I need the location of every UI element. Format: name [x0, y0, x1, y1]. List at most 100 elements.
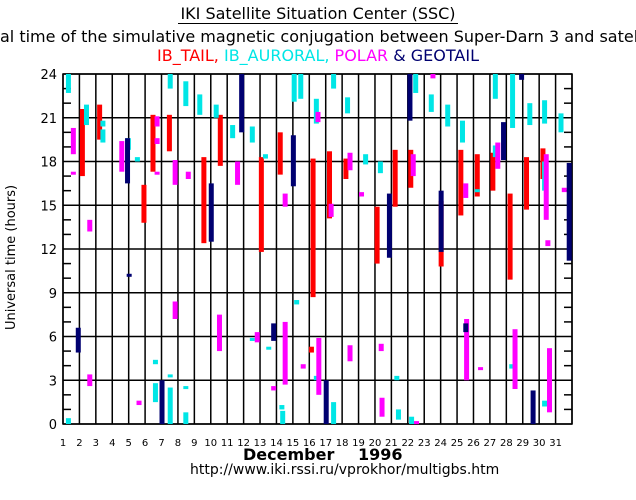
polar-interval — [414, 421, 420, 425]
ib-auroral-interval — [509, 364, 515, 369]
x-axis-year: 1996 — [358, 445, 403, 464]
polar-interval — [478, 367, 484, 371]
polar-interval — [561, 187, 567, 193]
polar-interval — [185, 171, 191, 179]
x-tick-label: 23 — [418, 438, 431, 449]
x-tick-label: 12 — [237, 438, 250, 449]
ib-auroral-interval — [394, 375, 400, 381]
ib-auroral-interval — [280, 410, 286, 424]
x-tick-label: 25 — [451, 438, 464, 449]
geotail-interval — [501, 122, 507, 161]
ib-auroral-interval — [413, 74, 419, 93]
polar-interval — [359, 192, 365, 197]
ib-auroral-interval — [100, 129, 106, 143]
geotail-interval — [519, 74, 525, 80]
polar-interval — [70, 171, 76, 175]
geotail-interval — [125, 138, 131, 184]
ib-auroral-interval — [313, 98, 319, 124]
geotail-interval — [290, 135, 296, 187]
polar-interval — [119, 141, 125, 172]
ib-auroral-interval — [152, 383, 158, 403]
x-tick-label: 8 — [175, 438, 181, 449]
ib-auroral-interval — [183, 386, 189, 390]
legend-ampersand: & — [388, 46, 411, 65]
polar-interval — [543, 154, 549, 220]
x-tick-label: 31 — [549, 438, 562, 449]
y-tick-label: 0 — [49, 418, 57, 433]
ib-auroral-interval — [83, 104, 89, 126]
ib-auroral-interval — [492, 74, 498, 99]
polar-interval — [328, 203, 334, 217]
polar-interval — [271, 386, 277, 391]
y-tick-label: 21 — [40, 112, 57, 127]
ib-auroral-interval — [213, 104, 219, 118]
ib-tail-interval — [458, 149, 464, 216]
x-tick-label: 2 — [76, 438, 82, 449]
y-tick-label: 3 — [49, 374, 57, 389]
x-tick-label: 18 — [336, 438, 349, 449]
polar-interval — [254, 332, 260, 343]
ib-auroral-interval — [395, 409, 401, 420]
ib-auroral-interval — [183, 412, 189, 424]
ib-auroral-interval — [249, 337, 255, 341]
ib-auroral-interval — [409, 416, 415, 424]
x-tick-label: 13 — [254, 438, 267, 449]
ib-auroral-interval — [331, 74, 337, 89]
polar-interval — [154, 116, 160, 127]
ib-auroral-interval — [510, 74, 516, 128]
x-tick-label: 9 — [191, 438, 197, 449]
polar-interval — [154, 171, 160, 175]
x-tick-label: 29 — [516, 438, 529, 449]
chart-legend: IB_TAIL, IB_AURORAL, POLAR & GEOTAIL — [0, 46, 636, 65]
x-tick-label: 30 — [533, 438, 546, 449]
ib-auroral-interval — [197, 94, 203, 115]
ib-auroral-interval — [428, 94, 434, 112]
x-tick-label: 11 — [221, 438, 234, 449]
x-tick-label: 21 — [385, 438, 398, 449]
ib-tail-interval — [150, 114, 156, 172]
y-tick-label: 12 — [40, 243, 57, 258]
x-tick-label: 7 — [158, 438, 164, 449]
ib-auroral-interval — [167, 74, 173, 89]
ib-auroral-interval — [459, 120, 465, 143]
polar-interval — [463, 183, 469, 198]
geotail-interval — [438, 190, 444, 252]
ib-auroral-interval — [167, 387, 173, 424]
x-tick-label: 28 — [500, 438, 513, 449]
geotail-interval — [271, 323, 277, 341]
y-tick-label: 9 — [49, 287, 57, 302]
ib-tail-interval — [507, 193, 513, 280]
ib-auroral-interval — [527, 103, 533, 126]
ib-auroral-interval — [249, 126, 255, 143]
polar-interval — [547, 348, 553, 413]
x-tick-label: 17 — [319, 438, 332, 449]
y-tick-label: 18 — [40, 156, 57, 171]
ib-tail-interval — [343, 158, 349, 179]
chart-title: IKI Satellite Situation Center (SSC) — [178, 4, 458, 24]
ib-tail-interval — [392, 149, 398, 207]
geotail-interval — [208, 183, 214, 242]
geotail-interval — [463, 323, 469, 333]
ib-auroral-interval — [152, 359, 158, 365]
x-tick-label: 14 — [270, 438, 283, 449]
polar-interval — [545, 240, 551, 247]
ib-auroral-interval — [377, 161, 383, 174]
x-tick-label: 10 — [204, 438, 217, 449]
x-tick-label: 19 — [352, 438, 365, 449]
ib-auroral-interval — [291, 74, 297, 102]
x-tick-label: 27 — [484, 438, 497, 449]
legend-polar: POLAR — [329, 46, 389, 65]
x-tick-label: 6 — [142, 438, 148, 449]
ib-auroral-interval — [474, 189, 480, 193]
ib-tail-interval — [490, 152, 496, 191]
ib-auroral-interval — [294, 300, 300, 305]
polar-interval — [154, 138, 160, 144]
geotail-interval — [323, 380, 329, 424]
ib-tail-interval — [97, 104, 103, 140]
ib-auroral-interval — [445, 104, 451, 127]
ib-tail-interval — [141, 184, 147, 223]
ib-auroral-interval — [100, 120, 106, 127]
polar-interval — [464, 319, 470, 381]
x-tick-label: 1 — [60, 438, 66, 449]
